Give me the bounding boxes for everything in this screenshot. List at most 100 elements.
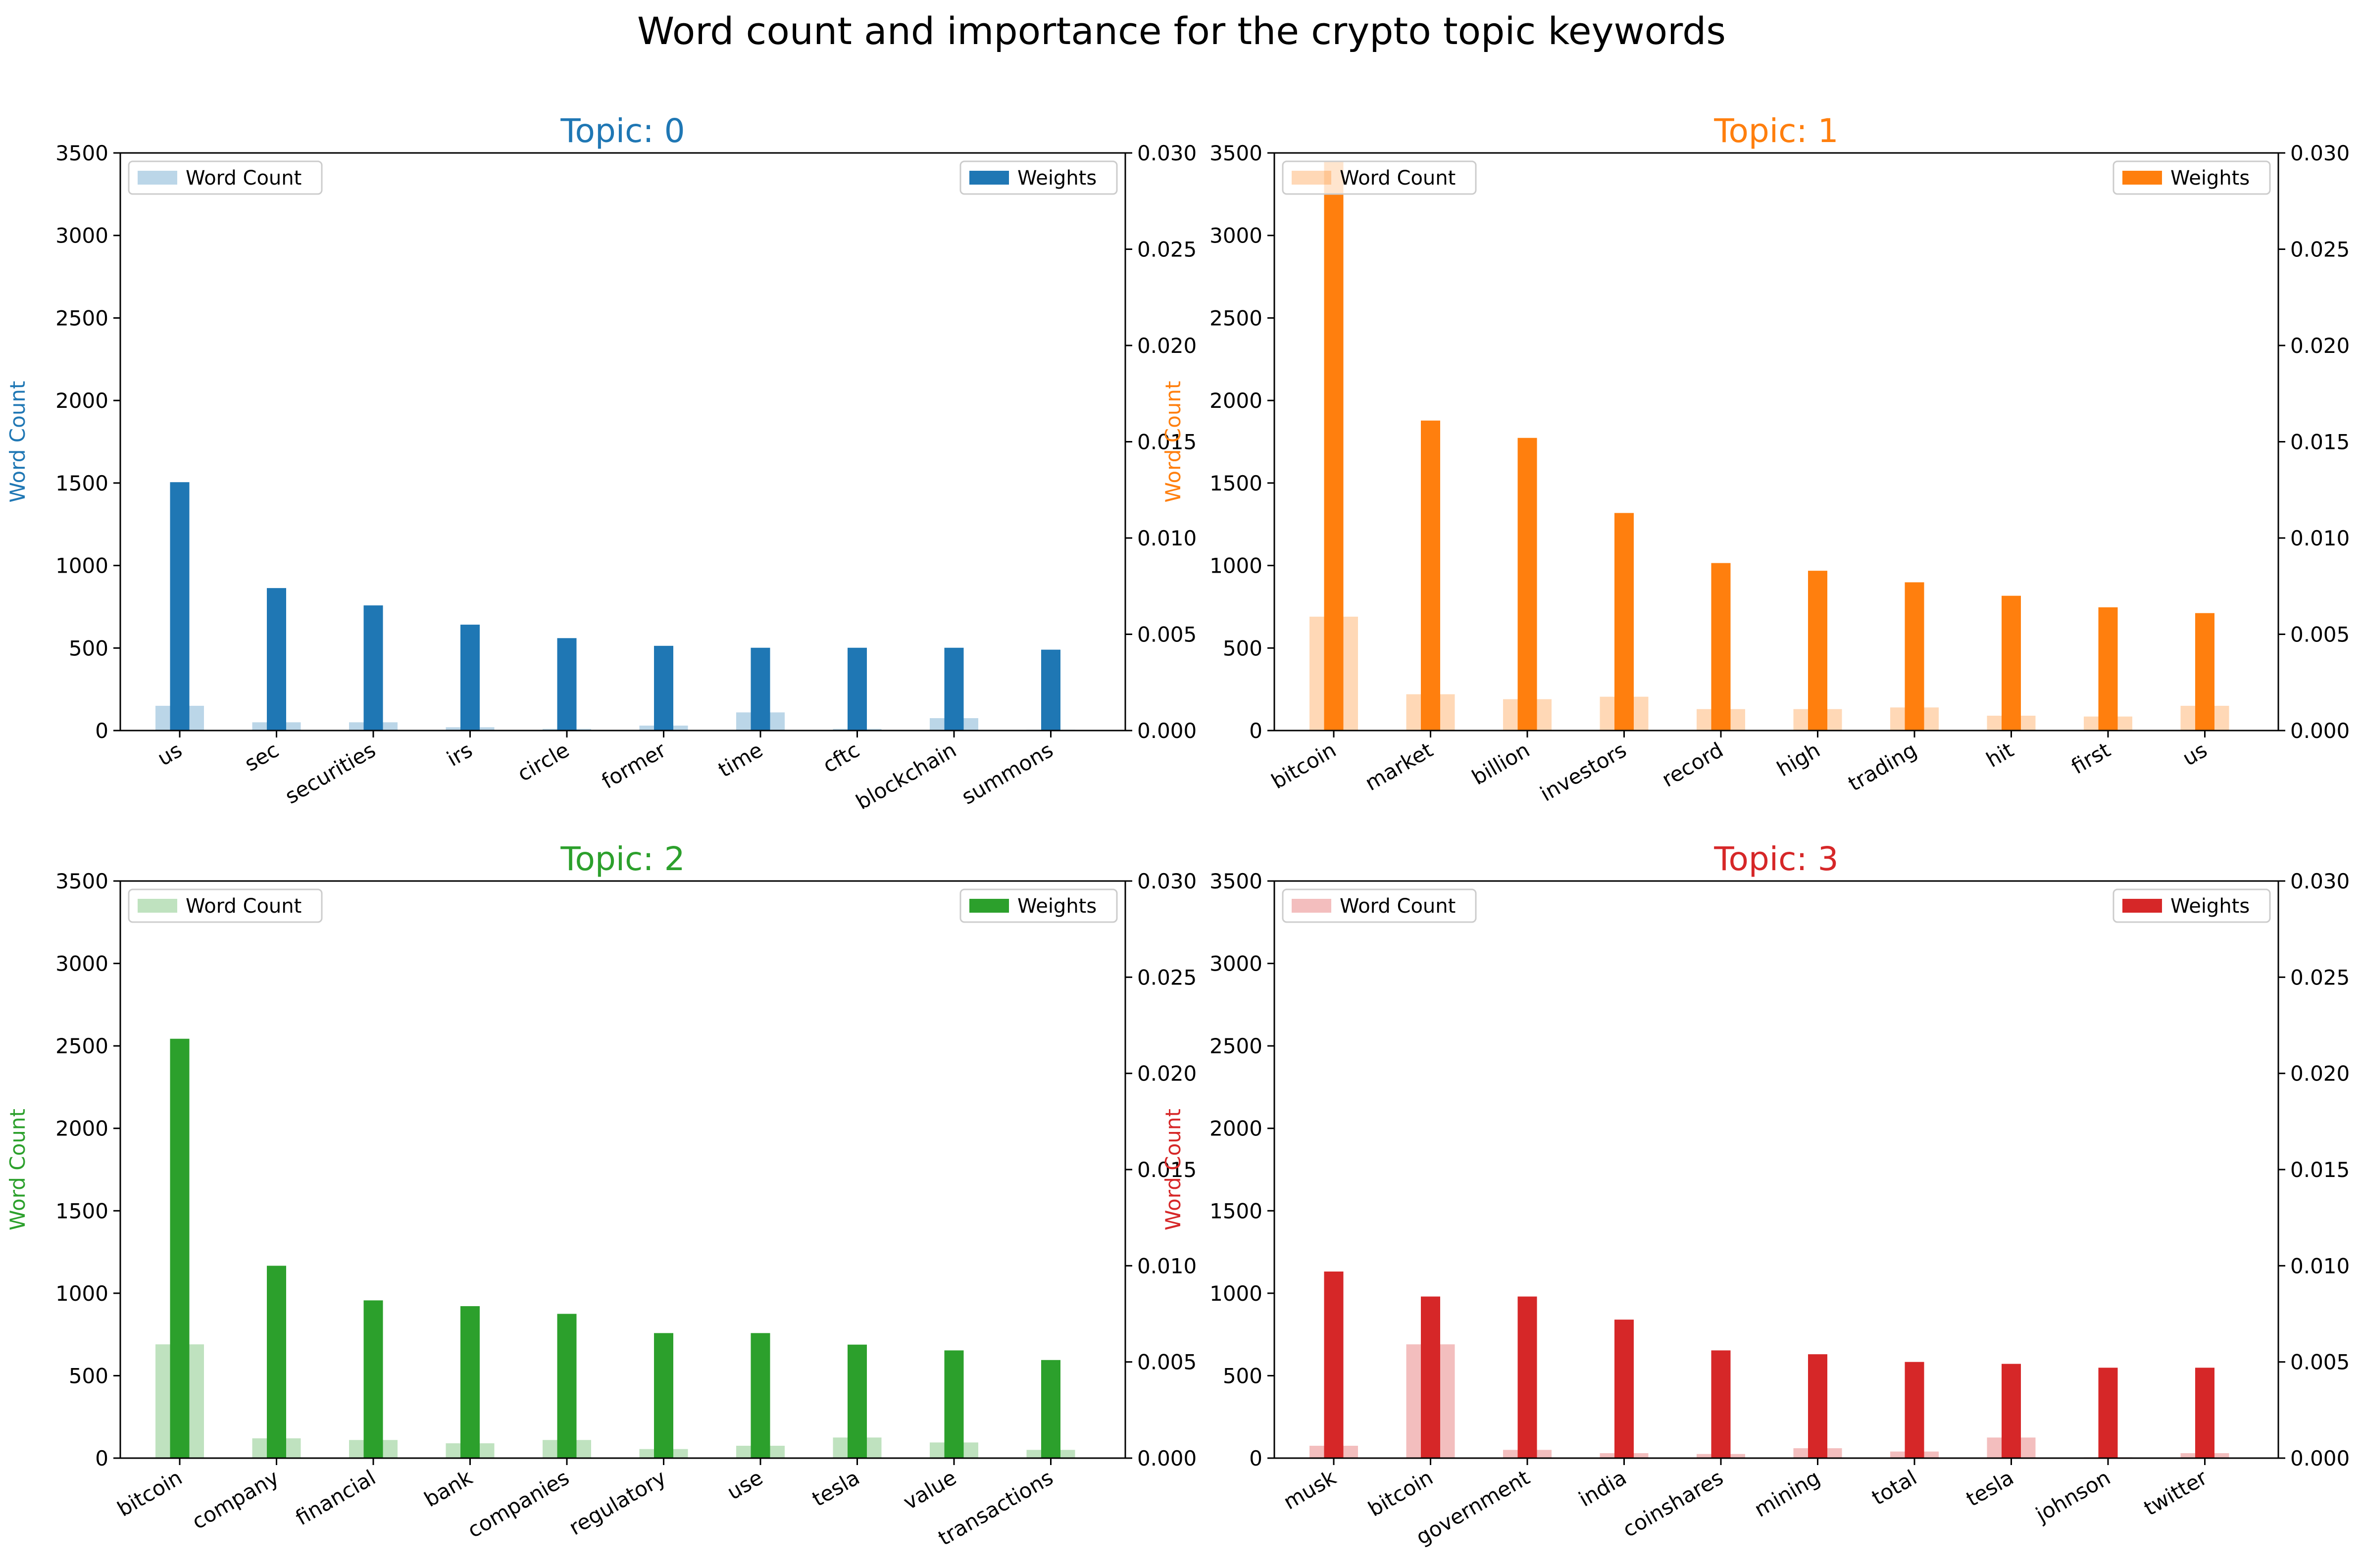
weight-bar xyxy=(654,1333,673,1458)
weight-bar xyxy=(2002,595,2021,731)
weight-bar xyxy=(944,1350,964,1458)
panel-title: Topic: 3 xyxy=(1713,840,1838,878)
left-tick-label: 2000 xyxy=(1209,1117,1262,1141)
left-tick-label: 500 xyxy=(1223,1364,1262,1388)
left-tick-label: 500 xyxy=(69,1364,108,1388)
weight-bar xyxy=(1421,420,1440,731)
left-tick-label: 2500 xyxy=(55,306,108,330)
weight-bar xyxy=(2002,1364,2021,1458)
legend-swatch xyxy=(969,899,1009,913)
x-tick-label: sec xyxy=(241,737,283,776)
right-tick-label: 0.010 xyxy=(2290,1254,2350,1278)
weight-bar xyxy=(267,1266,286,1458)
x-tick-label: mining xyxy=(1750,1465,1824,1522)
right-tick-label: 0.020 xyxy=(2290,1062,2350,1086)
x-tick-label: record xyxy=(1658,737,1727,792)
right-tick-label: 0.030 xyxy=(2290,869,2350,893)
right-tick-label: 0.020 xyxy=(1137,1062,1197,1086)
weight-bar xyxy=(751,1333,770,1458)
weight-bar xyxy=(557,1314,577,1458)
weight-bar xyxy=(460,625,480,731)
right-tick-label: 0.015 xyxy=(2290,430,2350,454)
panel-title: Topic: 1 xyxy=(1713,112,1838,150)
legend-label: Weights xyxy=(2170,167,2250,190)
right-tick-label: 0.030 xyxy=(1137,141,1197,165)
weight-bar xyxy=(1421,1296,1440,1458)
legend-swatch xyxy=(138,171,177,185)
weight-bar xyxy=(170,482,190,731)
weight-bar xyxy=(363,1300,383,1458)
legend-label: Weights xyxy=(1017,895,1097,918)
left-tick-label: 3000 xyxy=(55,224,108,248)
weight-bar xyxy=(2098,607,2118,731)
plot-frame xyxy=(119,880,1126,1459)
x-tick-label: musk xyxy=(1279,1465,1341,1515)
left-tick-label: 3500 xyxy=(1209,869,1262,893)
weight-bar xyxy=(170,1038,190,1458)
x-tick-label: investors xyxy=(1536,737,1631,806)
right-tick-label: 0.005 xyxy=(1137,623,1197,647)
right-tick-label: 0.005 xyxy=(2290,623,2350,647)
right-tick-label: 0.025 xyxy=(2290,238,2350,262)
y-axis-label: Word Count xyxy=(5,1109,30,1230)
legend-box xyxy=(1282,888,1477,923)
left-tick-label: 3500 xyxy=(55,869,108,893)
plot-frame xyxy=(119,152,1126,732)
x-tick-label: bitcoin xyxy=(113,1465,186,1521)
left-tick-label: 2500 xyxy=(1209,1034,1262,1058)
x-tick-label: financial xyxy=(292,1465,380,1530)
weight-bar xyxy=(848,647,867,731)
legend-label: Word Count xyxy=(1340,167,1456,190)
weight-bar xyxy=(1614,1320,1634,1458)
legend-box xyxy=(959,160,1118,195)
left-tick-label: 0 xyxy=(95,1446,108,1470)
right-tick-label: 0.025 xyxy=(1137,238,1197,262)
left-tick-label: 1000 xyxy=(1209,554,1262,578)
legend-word-count: Word Count xyxy=(128,160,323,195)
left-tick-label: 1000 xyxy=(1209,1281,1262,1306)
right-tick-label: 0.005 xyxy=(2290,1350,2350,1374)
weight-bar xyxy=(1808,571,1827,731)
left-tick-label: 3000 xyxy=(1209,952,1262,976)
x-tick-label: bitcoin xyxy=(1364,1465,1437,1521)
left-tick-label: 500 xyxy=(1223,636,1262,660)
right-tick-label: 0.010 xyxy=(1137,1254,1197,1278)
left-tick-label: 1500 xyxy=(55,1199,108,1223)
y-axis-label: Word Count xyxy=(1161,1109,1185,1230)
right-tick-label: 0.000 xyxy=(2290,1446,2350,1470)
right-tick-label: 0.000 xyxy=(1137,719,1197,743)
weight-bar xyxy=(1905,582,1924,731)
left-tick-label: 3000 xyxy=(55,952,108,976)
x-tick-label: use xyxy=(723,1465,767,1505)
left-tick-label: 1500 xyxy=(55,471,108,495)
weight-bar xyxy=(1517,438,1537,731)
x-tick-label: hit xyxy=(1982,737,2018,772)
legend-label: Word Count xyxy=(186,167,302,190)
right-tick-label: 0.030 xyxy=(2290,141,2350,165)
x-tick-label: us xyxy=(153,737,186,771)
legend-word-count: Word Count xyxy=(1282,160,1477,195)
legend-box xyxy=(2112,160,2271,195)
legend-weights: Weights xyxy=(959,888,1118,923)
weight-bar xyxy=(1324,160,1344,731)
x-tick-label: regulatory xyxy=(565,1465,670,1540)
topic-panel-0: Topic: 0 0 500 1000 1500 2000 2500 3000 3500 0.00… xyxy=(5,112,1197,814)
right-tick-label: 0.015 xyxy=(1137,1158,1197,1182)
right-tick-label: 0.000 xyxy=(2290,719,2350,743)
legend-swatch xyxy=(969,171,1009,185)
x-tick-label: market xyxy=(1361,737,1437,795)
x-tick-label: companies xyxy=(463,1465,573,1542)
y-axis-label: Word Count xyxy=(1161,381,1185,502)
left-tick-label: 2000 xyxy=(55,1117,108,1141)
weight-bar xyxy=(2195,613,2214,731)
legend-swatch xyxy=(1292,899,1331,913)
left-tick-label: 1500 xyxy=(1209,1199,1262,1223)
legend-label: Word Count xyxy=(186,895,302,918)
left-tick-label: 3000 xyxy=(1209,224,1262,248)
left-tick-label: 500 xyxy=(69,636,108,660)
x-tick-label: blockchain xyxy=(852,737,960,814)
x-tick-label: twitter xyxy=(2140,1465,2212,1520)
x-tick-label: company xyxy=(188,1465,283,1534)
x-tick-label: irs xyxy=(443,737,477,771)
weight-bar xyxy=(1517,1296,1537,1458)
